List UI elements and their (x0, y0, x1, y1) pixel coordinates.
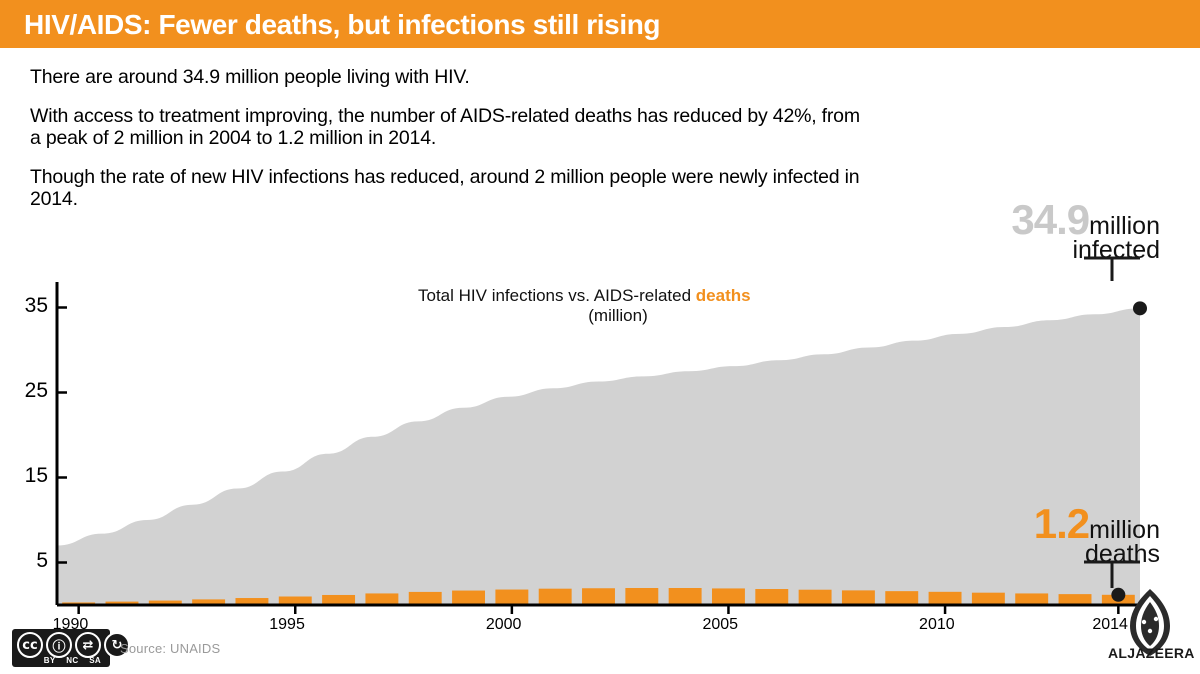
bar-2008 (841, 590, 875, 605)
cc-icon-row: cc ⓘ ⇄ ↻ (17, 632, 130, 658)
callout-infected: 34.9million infected (880, 196, 1160, 265)
end-marker-2014 (1111, 587, 1126, 602)
chart-subtitle: (million) (588, 306, 648, 326)
cc-sa-icon: ↻ (104, 632, 130, 658)
y-tick-label-35: 35 (24, 293, 48, 317)
bar-2003 (625, 588, 659, 605)
bar-1994 (235, 598, 269, 605)
y-tick-label-5: 5 (36, 548, 48, 572)
cc-label-by: BY (43, 656, 56, 665)
cc-label-nc: NC (66, 656, 79, 665)
intro-paragraph-2: With access to treatment improving, the … (30, 104, 860, 150)
aljazeera-logo-icon (1130, 589, 1170, 656)
cc-label-sa: SA (89, 656, 101, 665)
page-title: HIV/AIDS: Fewer deaths, but infections s… (24, 9, 661, 40)
end-marker-2014 (1133, 301, 1147, 316)
bar-1998 (408, 591, 442, 605)
end-point-markers (1111, 301, 1147, 602)
source-label: Source: UNAIDS (120, 641, 221, 656)
bar-2001 (538, 588, 572, 605)
bar-1995 (278, 596, 312, 605)
bar-2007 (798, 589, 832, 605)
intro-paragraph-1: There are around 34.9 million people liv… (30, 66, 470, 88)
bar-2012 (1015, 593, 1049, 605)
cc-label-blank (17, 656, 37, 665)
bar-2011 (971, 592, 1005, 606)
intro-paragraph-3: Though the rate of new HIV infections ha… (30, 165, 860, 211)
creative-commons-badge: cc ⓘ ⇄ ↻ BY NC SA (12, 629, 130, 667)
chart-title: Total HIV infections vs. AIDS-related de… (418, 286, 818, 326)
callout-deaths-unit: million (1089, 516, 1160, 544)
cc-label-row: BY NC SA (17, 656, 105, 665)
intro-text-block: There are around 34.9 million people liv… (30, 66, 870, 227)
bar-1999 (452, 590, 485, 605)
bar-1992 (148, 600, 182, 605)
area-series-hiv-infections (57, 308, 1140, 605)
bar-1997 (365, 593, 399, 605)
bar-2002 (582, 588, 615, 605)
cc-icon: cc (17, 632, 43, 658)
bar-2013 (1058, 594, 1092, 605)
bar-2006 (755, 589, 789, 605)
chart-plot (55, 282, 1147, 614)
bar-2004 (668, 588, 702, 605)
callout-infected-value: 34.9 (1011, 196, 1090, 243)
x-tick-label-1995: 1995 (269, 616, 305, 633)
bar-1991 (105, 601, 139, 605)
x-tick-label-2014: 2014 (1092, 616, 1128, 633)
callout-deaths: 1.2million deaths (880, 500, 1160, 569)
cc-nc-icon: ⇄ (75, 632, 101, 658)
callout-deaths-value: 1.2 (1033, 500, 1090, 547)
callout-infected-unit: million (1089, 212, 1160, 240)
x-tick-label-2000: 2000 (485, 616, 522, 633)
bar-1996 (322, 594, 356, 605)
bar-2000 (495, 589, 529, 605)
x-tick-label-1990: 1990 (52, 616, 89, 633)
header-banner: HIV/AIDS: Fewer deaths, but infections s… (0, 0, 1200, 48)
y-tick-label-25: 25 (24, 378, 48, 402)
y-tick-label-15: 15 (24, 463, 48, 487)
bar-1993 (192, 599, 226, 605)
axes (55, 282, 1140, 614)
aljazeera-wordmark: ALJAZEERA (1108, 645, 1195, 661)
bar-series-aids-deaths (62, 588, 1135, 606)
cc-by-icon: ⓘ (46, 632, 72, 658)
bar-2009 (885, 591, 919, 605)
chart-title-main: Total HIV infections vs. AIDS-related (418, 286, 696, 305)
chart-title-highlight: deaths (695, 286, 751, 305)
x-tick-label-2005: 2005 (702, 616, 739, 633)
bar-2005 (712, 588, 745, 605)
x-tick-label-2010: 2010 (919, 616, 955, 633)
chart-container: Total HIV infections vs. AIDS-related de… (0, 250, 1200, 633)
bar-2010 (928, 591, 962, 605)
